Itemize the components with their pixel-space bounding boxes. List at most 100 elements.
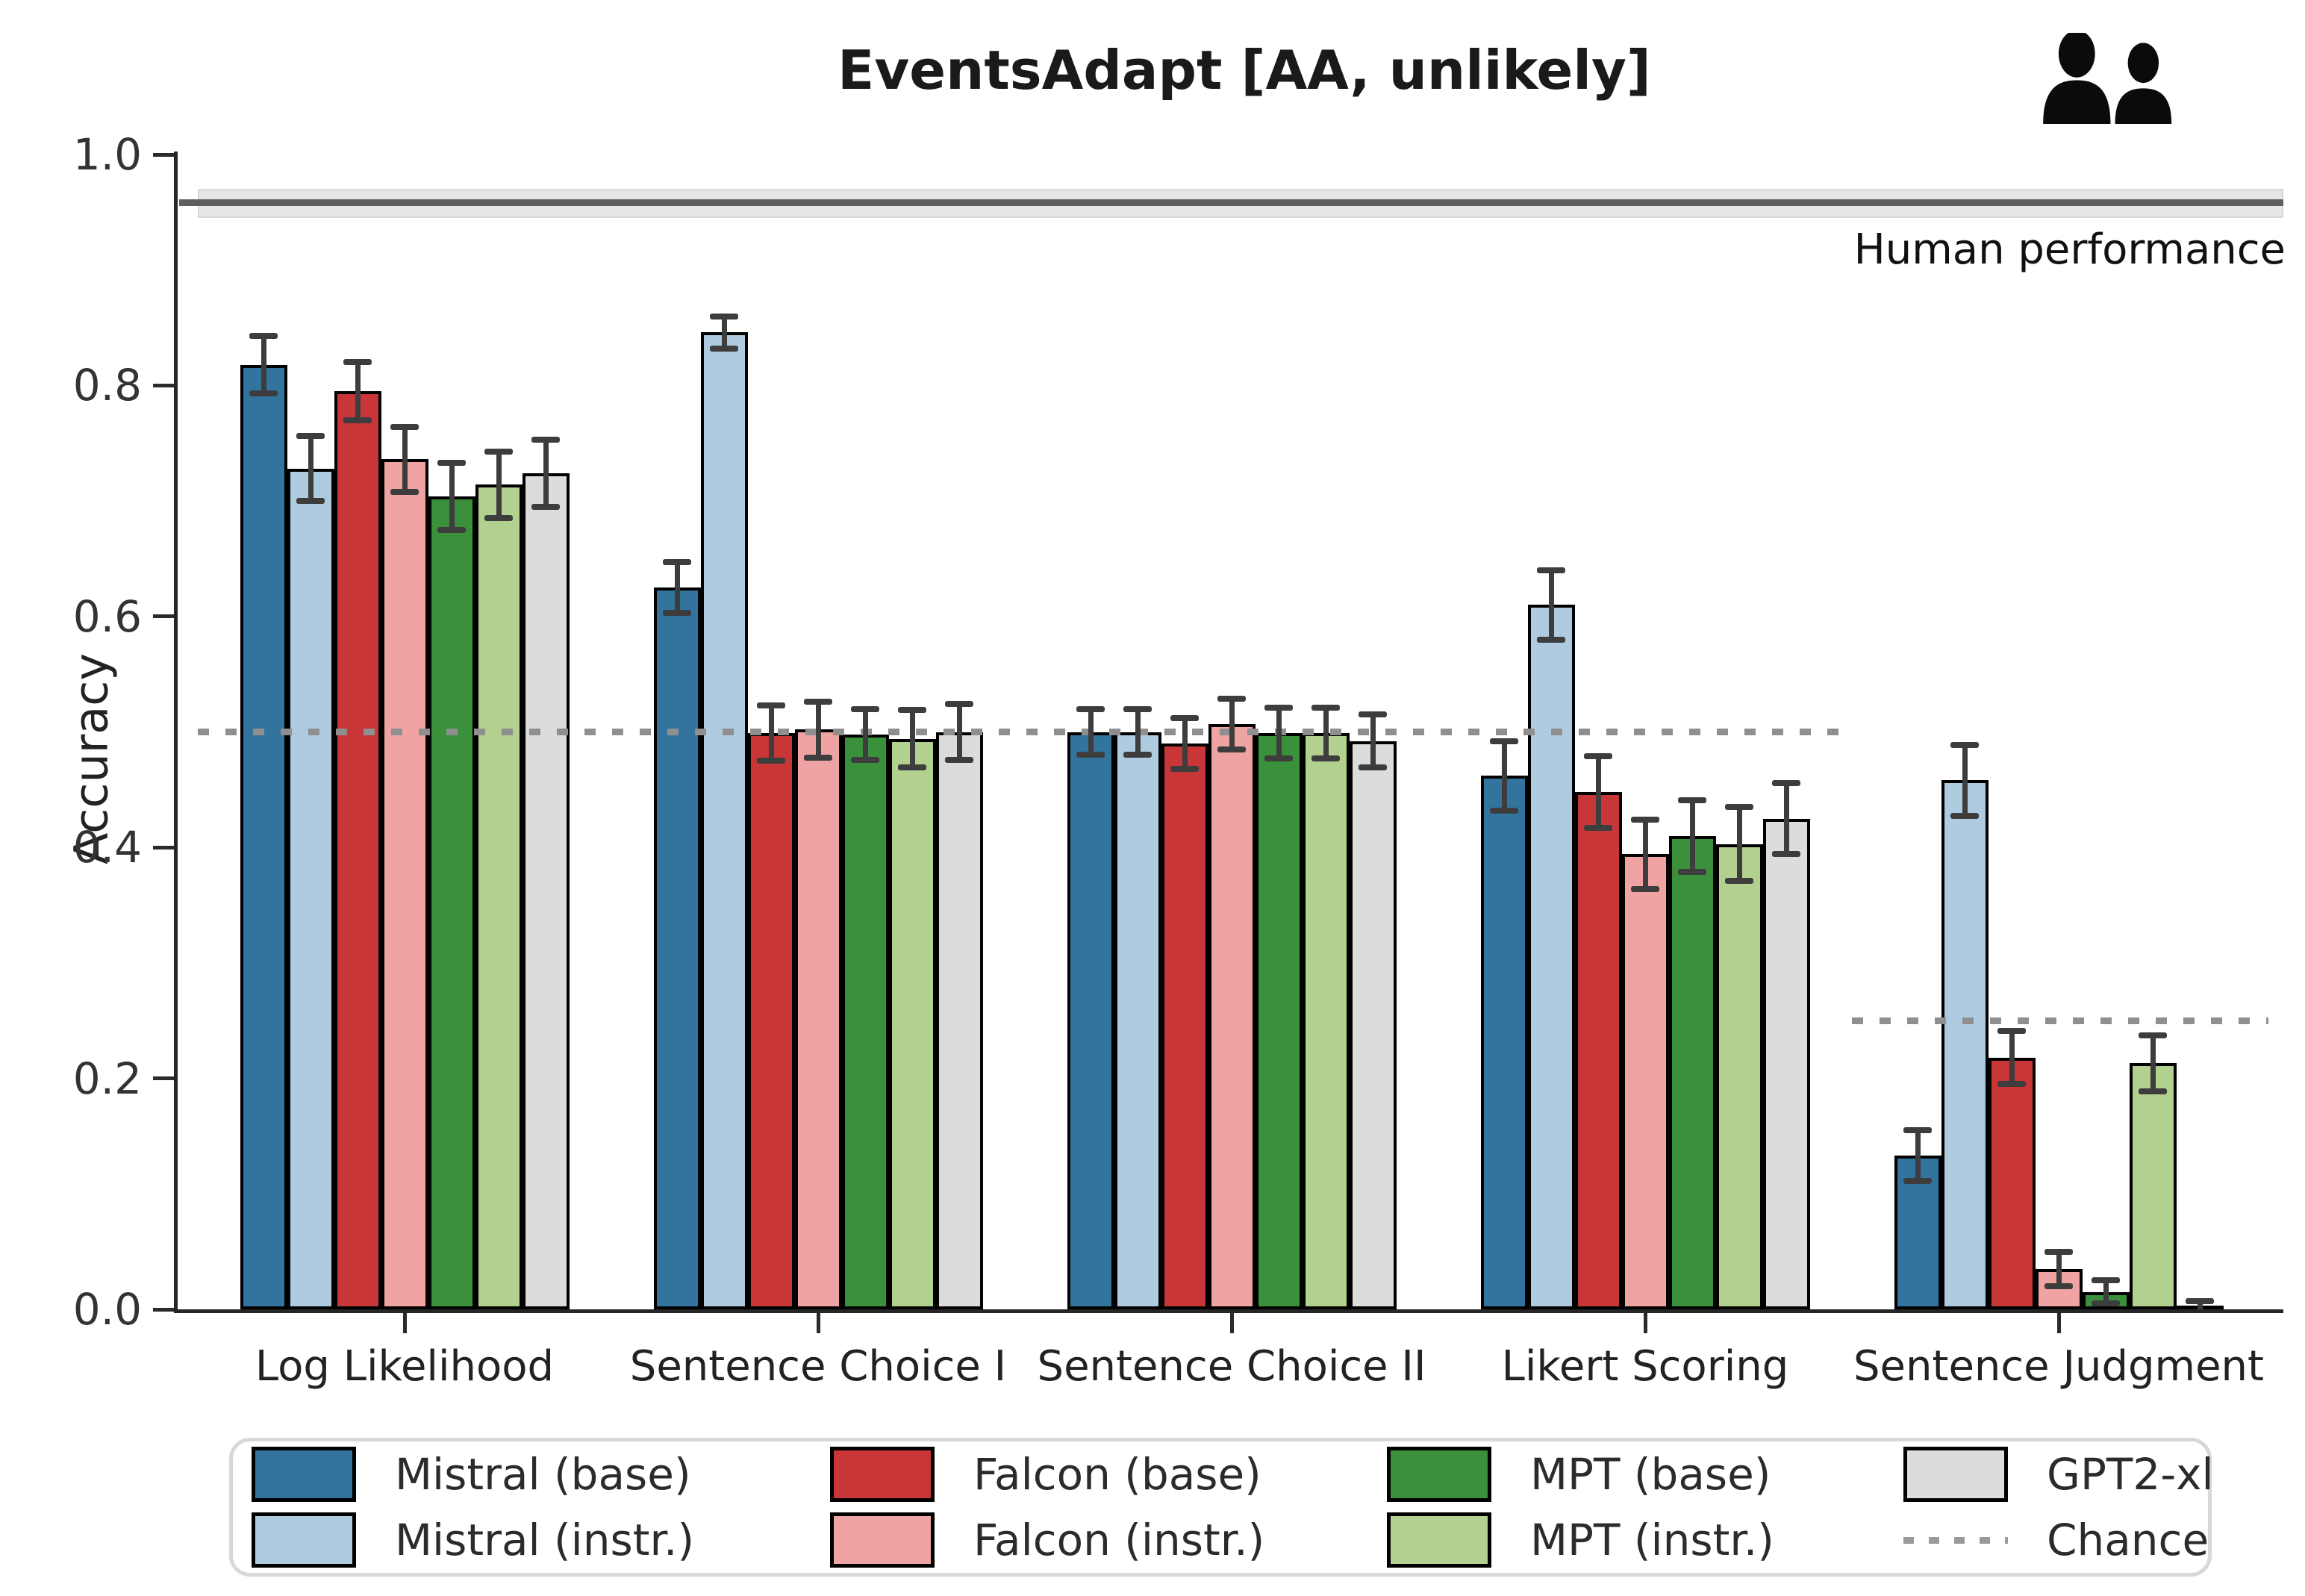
errorbar-cap-top bbox=[1311, 705, 1340, 711]
legend-label-chance: Chance bbox=[2047, 1515, 2209, 1565]
x-axis-spine bbox=[174, 1309, 2283, 1313]
legend-item-mistral-instr: Mistral (instr.) bbox=[252, 1510, 694, 1570]
errorbar-cap-top bbox=[531, 437, 560, 443]
errorbar-cap-bottom bbox=[1725, 878, 1753, 885]
errorbar-cap-top bbox=[1903, 1127, 1932, 1134]
errorbar-cap-top bbox=[663, 559, 691, 566]
legend-item-mistral-base: Mistral (base) bbox=[252, 1444, 694, 1504]
errorbar-cap-bottom bbox=[1950, 813, 1979, 820]
errorbar-mpt-instr-sentence-choice-ii bbox=[1323, 708, 1329, 759]
errorbar-falcon-instr-likert-scoring bbox=[1642, 820, 1648, 889]
errorbar-cap-bottom bbox=[1311, 755, 1340, 762]
bar-mistral-instr-likert-scoring bbox=[1527, 605, 1575, 1309]
errorbar-cap-bottom bbox=[1584, 824, 1612, 831]
legend-label-falcon-instr: Falcon (instr.) bbox=[973, 1515, 1265, 1565]
errorbar-gpt2-xl-log-likelihood bbox=[543, 440, 549, 507]
errorbar-cap-top bbox=[1772, 779, 1800, 786]
legend-item-mpt-base: MPT (base) bbox=[1387, 1444, 1774, 1504]
errorbar-cap-bottom bbox=[1631, 885, 1659, 892]
errorbar-cap-bottom bbox=[663, 610, 691, 617]
x-tick-label-sentence-choice-ii: Sentence Choice II bbox=[1037, 1342, 1426, 1391]
errorbar-cap-top bbox=[2186, 1298, 2214, 1305]
bar-mpt-instr-sentence-judgment bbox=[2129, 1063, 2177, 1309]
bar-mpt-instr-sentence-choice-i bbox=[888, 738, 936, 1309]
errorbar-cap-bottom bbox=[757, 758, 785, 764]
y-tick-label-0.4: 0.4 bbox=[72, 822, 142, 873]
errorbar-mistral-base-log-likelihood bbox=[261, 335, 266, 394]
errorbar-mistral-base-likert-scoring bbox=[1501, 741, 1507, 811]
errorbar-mistral-base-sentence-judgment bbox=[1915, 1130, 1921, 1182]
legend-swatch-mistral-instr bbox=[252, 1512, 356, 1568]
bar-falcon-instr-log-likelihood bbox=[381, 459, 428, 1309]
errorbar-falcon-base-sentence-choice-ii bbox=[1182, 717, 1188, 769]
errorbar-cap-bottom bbox=[390, 488, 419, 495]
bar-mistral-base-sentence-choice-i bbox=[653, 587, 701, 1309]
errorbar-cap-bottom bbox=[1903, 1178, 1932, 1185]
errorbar-cap-top bbox=[1997, 1028, 2026, 1035]
errorbar-cap-top bbox=[1170, 714, 1199, 721]
y-tickmark-0.8 bbox=[153, 383, 174, 387]
errorbar-mistral-base-sentence-choice-ii bbox=[1088, 708, 1094, 755]
legend-item-falcon-base: Falcon (base) bbox=[830, 1444, 1264, 1504]
errorbar-mistral-instr-log-likelihood bbox=[308, 436, 314, 502]
errorbar-cap-bottom bbox=[531, 503, 560, 510]
y-tick-label-0.0: 0.0 bbox=[72, 1284, 142, 1335]
errorbar-cap-top bbox=[1631, 817, 1659, 823]
errorbar-cap-top bbox=[898, 707, 926, 714]
y-tick-label-0.6: 0.6 bbox=[72, 590, 142, 642]
errorbar-mpt-base-sentence-choice-ii bbox=[1276, 708, 1282, 759]
legend-column-3: MPT (base) MPT (instr.) bbox=[1387, 1441, 1774, 1573]
errorbar-cap-top bbox=[1264, 705, 1293, 711]
legend-item-falcon-instr: Falcon (instr.) bbox=[830, 1510, 1264, 1570]
chance-line-0 bbox=[198, 729, 1853, 735]
bar-falcon-base-sentence-choice-ii bbox=[1161, 743, 1208, 1309]
errorbar-falcon-instr-sentence-choice-i bbox=[815, 702, 821, 758]
x-tickmark-sentence-choice-i bbox=[816, 1313, 820, 1333]
bar-mistral-base-likert-scoring bbox=[1480, 776, 1528, 1309]
errorbar-cap-top bbox=[2139, 1032, 2167, 1039]
x-tick-label-log-likelihood: Log Likelihood bbox=[255, 1342, 555, 1391]
x-tick-label-likert-scoring: Likert Scoring bbox=[1501, 1342, 1789, 1391]
legend-label-mpt-base: MPT (base) bbox=[1530, 1449, 1771, 1500]
errorbar-cap-top bbox=[249, 332, 278, 339]
bar-falcon-base-likert-scoring bbox=[1574, 791, 1622, 1309]
y-tickmark-1.0 bbox=[153, 152, 174, 157]
errorbar-cap-bottom bbox=[343, 417, 372, 423]
errorbar-cap-top bbox=[1359, 711, 1387, 718]
errorbar-cap-top bbox=[1537, 567, 1565, 573]
errorbar-gpt2-xl-sentence-choice-i bbox=[956, 704, 962, 760]
errorbar-cap-bottom bbox=[1537, 636, 1565, 643]
errorbar-cap-bottom bbox=[1170, 766, 1199, 772]
errorbar-cap-bottom bbox=[1359, 764, 1387, 771]
legend-column-2: Falcon (base) Falcon (instr.) bbox=[830, 1441, 1264, 1573]
bar-mistral-instr-sentence-choice-i bbox=[700, 332, 748, 1309]
bar-mpt-base-likert-scoring bbox=[1668, 835, 1716, 1309]
bar-mistral-instr-sentence-judgment bbox=[1941, 780, 1989, 1309]
errorbar-cap-bottom bbox=[2092, 1300, 2120, 1307]
errorbar-falcon-base-sentence-choice-i bbox=[768, 705, 774, 761]
legend-column-1: Mistral (base) Mistral (instr.) bbox=[252, 1441, 694, 1573]
errorbar-mpt-base-sentence-choice-i bbox=[862, 708, 868, 760]
legend-swatch-gpt2-xl bbox=[1903, 1447, 2008, 1502]
errorbar-mistral-instr-sentence-judgment bbox=[1962, 744, 1968, 817]
errorbar-cap-top bbox=[1725, 804, 1753, 811]
legend-item-chance: Chance bbox=[1903, 1510, 2214, 1570]
errorbar-cap-top bbox=[1678, 797, 1706, 803]
chance-line-1 bbox=[1851, 1017, 2268, 1024]
legend: Mistral (base) Mistral (instr.) Falcon (ba… bbox=[229, 1438, 2214, 1577]
y-axis-spine bbox=[174, 152, 178, 1313]
y-tickmark-0.2 bbox=[153, 1076, 174, 1081]
errorbar-cap-top bbox=[437, 460, 466, 467]
errorbar-cap-bottom bbox=[484, 515, 513, 522]
errorbar-cap-bottom bbox=[1123, 752, 1152, 758]
legend-swatch-mpt-base bbox=[1387, 1447, 1491, 1502]
errorbar-cap-bottom bbox=[851, 756, 879, 763]
errorbar-cap-top bbox=[484, 448, 513, 455]
bar-mpt-base-sentence-choice-ii bbox=[1255, 733, 1303, 1309]
bar-gpt2-xl-likert-scoring bbox=[1762, 818, 1810, 1309]
errorbar-mistral-instr-sentence-choice-ii bbox=[1135, 708, 1141, 755]
legend-swatch-falcon-instr bbox=[830, 1512, 935, 1568]
bar-gpt2-xl-sentence-choice-ii bbox=[1349, 741, 1397, 1309]
errorbar-mpt-base-likert-scoring bbox=[1689, 799, 1695, 872]
